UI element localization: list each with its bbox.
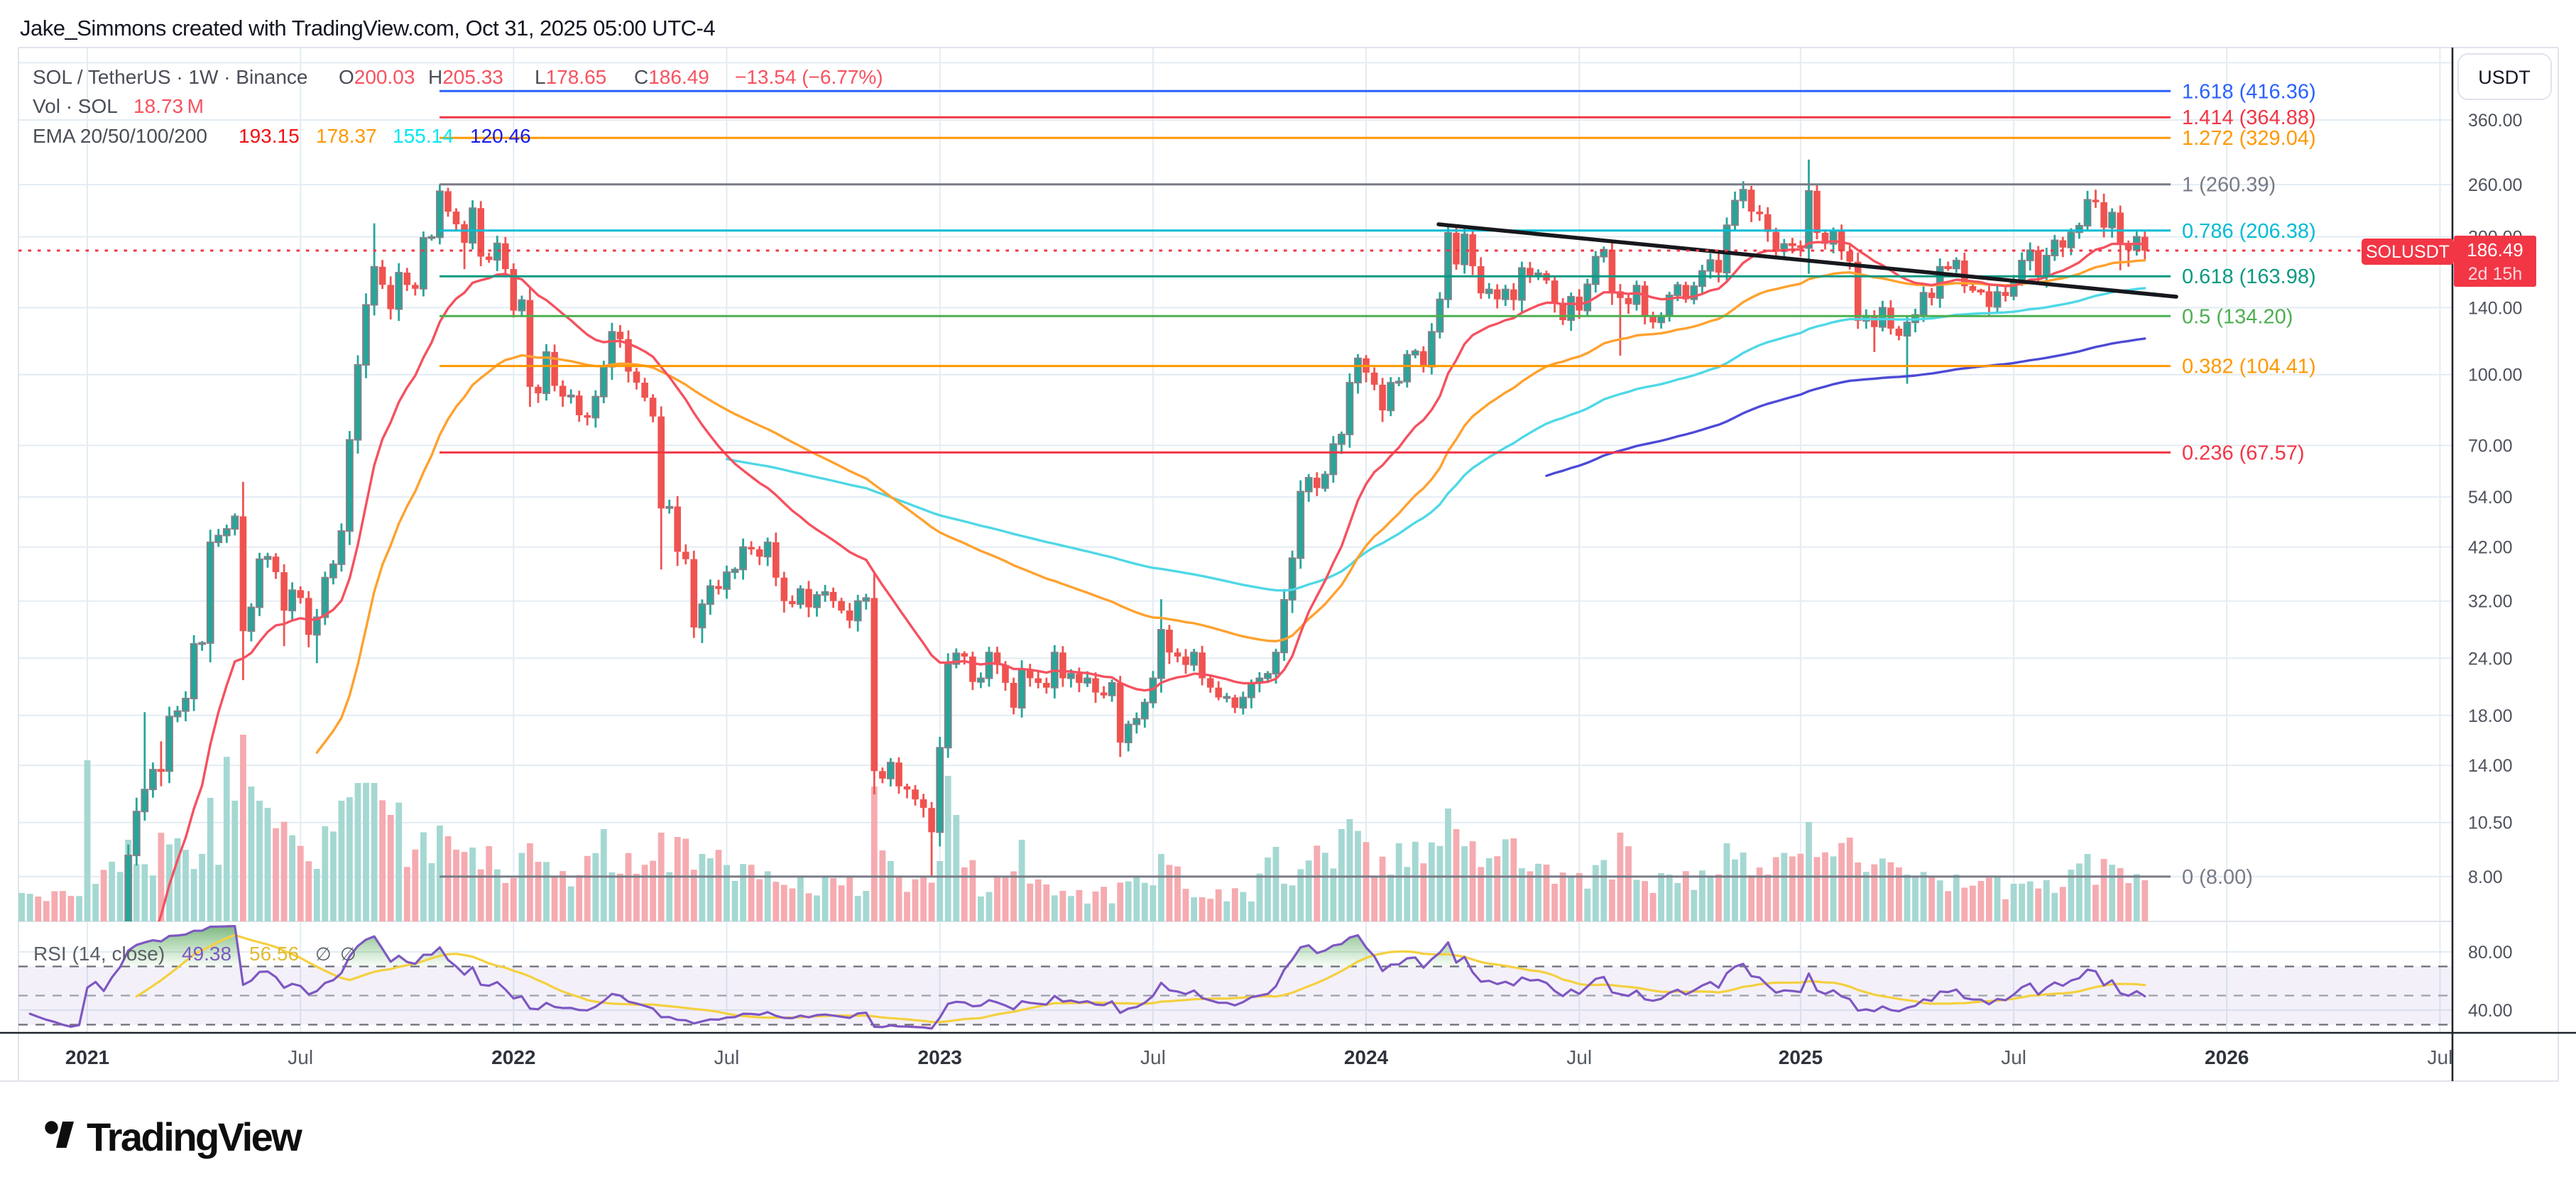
svg-text:2021: 2021 xyxy=(65,1046,109,1068)
svg-text:178.37: 178.37 xyxy=(316,125,377,147)
svg-text:155.14: 155.14 xyxy=(393,125,454,147)
svg-text:Jul: Jul xyxy=(714,1046,740,1068)
svg-text:54.00: 54.00 xyxy=(2468,488,2513,508)
svg-text:∅: ∅ xyxy=(315,943,332,965)
svg-text:2d 15h: 2d 15h xyxy=(2468,264,2522,284)
svg-text:Jake_Simmons created with Trad: Jake_Simmons created with TradingView.co… xyxy=(20,16,715,40)
svg-text:42.00: 42.00 xyxy=(2468,538,2513,558)
svg-text:2024: 2024 xyxy=(1344,1046,1389,1068)
svg-text:193.15: 193.15 xyxy=(239,125,300,147)
svg-text:56.56: 56.56 xyxy=(249,943,299,965)
svg-text:Jul: Jul xyxy=(1140,1046,1166,1068)
svg-text:O200.03: O200.03 xyxy=(339,66,415,88)
svg-text:EMA 20/50/100/200: EMA 20/50/100/200 xyxy=(33,125,207,147)
svg-text:120.46: 120.46 xyxy=(470,125,531,147)
svg-text:SOLUSDT: SOLUSDT xyxy=(2366,242,2450,262)
svg-text:0.5 (134.20): 0.5 (134.20) xyxy=(2182,305,2293,328)
svg-text:360.00: 360.00 xyxy=(2468,111,2522,131)
svg-text:TradingView: TradingView xyxy=(87,1114,302,1159)
svg-text:L178.65: L178.65 xyxy=(535,66,606,88)
svg-text:1.618 (416.36): 1.618 (416.36) xyxy=(2182,80,2316,103)
svg-text:C186.49: C186.49 xyxy=(634,66,709,88)
svg-text:18.00: 18.00 xyxy=(2468,706,2513,726)
svg-text:100.00: 100.00 xyxy=(2468,366,2522,385)
svg-text:−13.54 (−6.77%): −13.54 (−6.77%) xyxy=(735,66,883,88)
svg-text:Jul: Jul xyxy=(1566,1046,1592,1068)
svg-text:18.73 M: 18.73 M xyxy=(133,95,204,117)
svg-text:H205.33: H205.33 xyxy=(428,66,503,88)
svg-text:0.236 (67.57): 0.236 (67.57) xyxy=(2182,442,2305,464)
svg-text:0.382 (104.41): 0.382 (104.41) xyxy=(2182,356,2316,378)
svg-text:10.50: 10.50 xyxy=(2468,813,2513,833)
svg-text:1 (260.39): 1 (260.39) xyxy=(2182,174,2276,197)
svg-text:Jul: Jul xyxy=(2428,1046,2453,1068)
svg-text:SOL / TetherUS · 1W · Binance: SOL / TetherUS · 1W · Binance xyxy=(33,66,308,88)
svg-text:70.00: 70.00 xyxy=(2468,437,2513,456)
svg-text:1.414 (364.88): 1.414 (364.88) xyxy=(2182,106,2316,129)
svg-text:186.49: 186.49 xyxy=(2467,239,2523,261)
svg-text:RSI (14, close): RSI (14, close) xyxy=(33,943,165,965)
svg-text:0.786 (206.38): 0.786 (206.38) xyxy=(2182,220,2316,243)
svg-text:0.618 (163.98): 0.618 (163.98) xyxy=(2182,265,2316,288)
svg-text:40.00: 40.00 xyxy=(2468,1001,2513,1021)
svg-text:14.00: 14.00 xyxy=(2468,756,2513,776)
svg-text:0 (8.00): 0 (8.00) xyxy=(2182,866,2253,889)
svg-text:32.00: 32.00 xyxy=(2468,592,2513,612)
svg-text:Jul: Jul xyxy=(288,1046,313,1068)
svg-text:2023: 2023 xyxy=(918,1046,962,1068)
svg-text:24.00: 24.00 xyxy=(2468,649,2513,669)
svg-text:2022: 2022 xyxy=(491,1046,535,1068)
svg-text:2025: 2025 xyxy=(1779,1046,1823,1068)
svg-text:260.00: 260.00 xyxy=(2468,175,2522,195)
svg-text:1.272 (329.04): 1.272 (329.04) xyxy=(2182,127,2316,150)
svg-text:USDT: USDT xyxy=(2478,67,2531,88)
svg-text:49.38: 49.38 xyxy=(182,943,231,965)
svg-text:2026: 2026 xyxy=(2205,1046,2249,1068)
svg-text:8.00: 8.00 xyxy=(2468,867,2503,887)
svg-text:∅: ∅ xyxy=(340,943,356,965)
svg-text:Jul: Jul xyxy=(2001,1046,2026,1068)
svg-text:140.00: 140.00 xyxy=(2468,298,2522,318)
svg-text:Vol · SOL: Vol · SOL xyxy=(33,95,118,117)
svg-text:80.00: 80.00 xyxy=(2468,943,2513,963)
